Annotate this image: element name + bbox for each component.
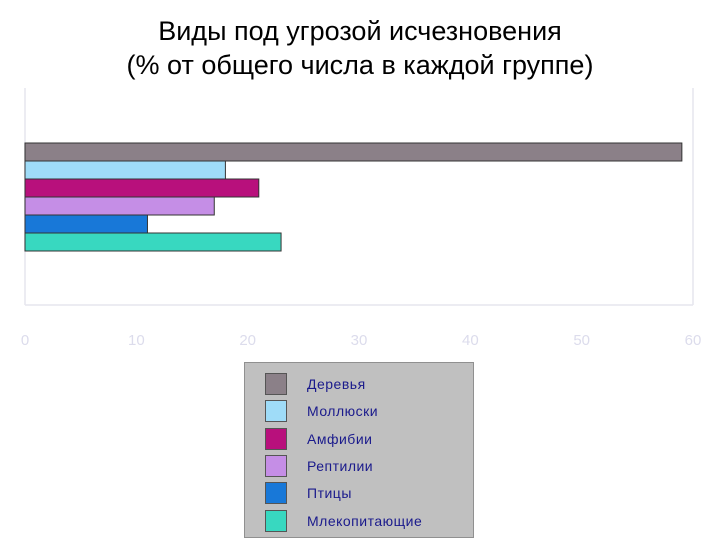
- chart-subtitle: (% от общего числа в каждой группе): [126, 50, 594, 80]
- bar-6: [24, 232, 282, 252]
- bar-4: [24, 196, 215, 216]
- x-tick-label: 20: [239, 332, 256, 349]
- bar-2: [24, 160, 226, 180]
- legend-label: Деревья: [307, 376, 366, 392]
- legend-swatch: [265, 400, 287, 423]
- bar-chart: 0 10 20 30 40 50 60: [21, 88, 702, 349]
- bar-1: [24, 142, 683, 162]
- x-tick-label: 60: [685, 332, 702, 349]
- legend-item: Амфибии: [265, 427, 373, 450]
- x-tick-label: 50: [573, 332, 590, 349]
- bar-5: [24, 214, 148, 234]
- x-tick-label: 40: [462, 332, 479, 349]
- legend-swatch: [265, 427, 287, 450]
- legend-label: Млекопитающие: [307, 512, 423, 529]
- legend-item: Деревья: [265, 373, 366, 395]
- chart-title-block: Виды под угрозой исчезновения (% от обще…: [0, 14, 720, 82]
- chart-legend: Деревья Моллюски Амфибии Рептилии Птицы Млеко…: [244, 362, 474, 538]
- x-tick-label: 30: [351, 332, 368, 349]
- legend-swatch: [265, 373, 287, 395]
- legend-item: Моллюски: [265, 400, 379, 423]
- legend-swatch: [265, 454, 287, 477]
- legend-label: Птицы: [307, 485, 352, 502]
- chart-title: Виды под угрозой исчезновения: [158, 16, 562, 46]
- legend-label: Рептилии: [307, 457, 374, 474]
- legend-item: Птицы: [265, 482, 352, 505]
- legend-swatch: [265, 509, 287, 532]
- bar-3: [24, 178, 260, 198]
- x-tick-label: 0: [21, 332, 29, 349]
- legend-item: Млекопитающие: [265, 509, 423, 532]
- legend-swatch: [265, 482, 287, 505]
- legend-item: Рептилии: [265, 454, 374, 477]
- legend-label: Амфибии: [307, 430, 373, 447]
- legend-label: Моллюски: [307, 403, 379, 420]
- x-tick-label: 10: [128, 332, 145, 349]
